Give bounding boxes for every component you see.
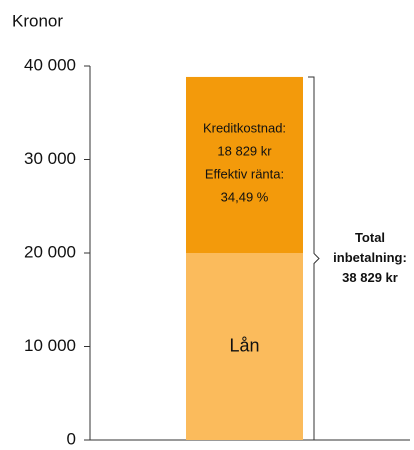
y-tick-label: 10 000 [24,336,76,355]
y-tick-label: 40 000 [24,55,76,74]
y-tick-label: 30 000 [24,149,76,168]
segment-label: Effektiv ränta: [205,166,284,181]
segment-label: 18 829 kr [217,143,272,158]
total-label: inbetalning: [333,250,407,265]
total-label: Total [355,230,385,245]
bar-segment [186,76,303,253]
segment-label: Kreditkostnad: [203,120,286,135]
segment-label: Lån [229,335,259,355]
total-value-label: 38 829 kr [342,270,398,285]
y-axis-label: Kronor [12,11,63,30]
total-bracket [308,76,320,441]
segment-label: 34,49 % [221,189,269,204]
bar-segment [186,253,303,440]
y-tick-label: 20 000 [24,242,76,261]
y-tick-label: 0 [67,429,76,448]
